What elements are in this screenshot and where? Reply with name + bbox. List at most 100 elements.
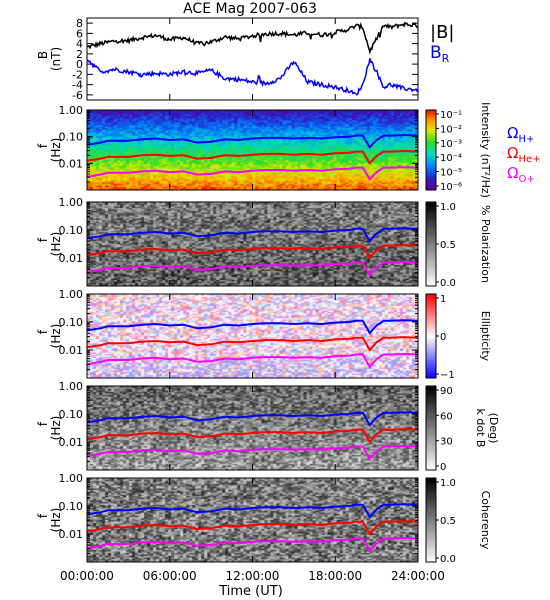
y-tick-label: 0.01 — [59, 436, 84, 449]
colorbar-tick-label: 10⁻⁵ — [440, 168, 462, 179]
colorbar-coherency — [426, 478, 436, 562]
gyrofrequency-h-line — [86, 411, 419, 427]
y-axis-label: f — [36, 329, 50, 334]
colorbar-tick-label: 0 — [440, 462, 446, 473]
x-tick-label: 12:00:00 — [226, 569, 280, 583]
spectrogram-intensity — [87, 110, 418, 190]
y-tick-label: 0.10 — [59, 408, 84, 421]
gyrofrequency-o-line — [86, 444, 419, 461]
gyrofrequency-he-line — [86, 244, 419, 260]
colorbar-intensity — [426, 110, 436, 190]
colorbar-tick-label: 10⁻⁶ — [440, 182, 462, 193]
colorbar-label: k dot B — [474, 409, 487, 448]
colorbar-frame — [425, 109, 437, 191]
colorbar-label: Coherency — [479, 491, 492, 550]
spectrogram-k-dot-b — [87, 386, 418, 470]
colorbar-tick-label: 10⁻³ — [440, 139, 462, 150]
y-tick-label: 0.01 — [59, 344, 84, 357]
colorbar-k-dot-b — [426, 386, 436, 470]
legend-entry: ΩHe+ — [507, 144, 541, 165]
y-tick-label: 0 — [76, 58, 83, 71]
y-tick-label: -6 — [72, 89, 83, 102]
x-tick-label: 24:00:00 — [391, 569, 445, 583]
y-tick-label: 0.10 — [59, 316, 84, 329]
colorbar-tick-label: 10⁻¹ — [440, 110, 462, 121]
gyrofrequency-h-line — [86, 227, 419, 243]
panel-frame — [86, 17, 419, 101]
colorbar-label: Intensity (nT²/Hz) — [479, 102, 492, 198]
y-axis-unit: (Hz) — [49, 508, 63, 533]
y-axis-label: f — [36, 237, 50, 242]
spectrogram-coherency — [87, 478, 418, 562]
gyrofrequency-o-line — [86, 166, 419, 182]
spectrogram-ellipticity — [87, 294, 418, 378]
gyrofrequency-he-line — [86, 336, 419, 352]
gyrofrequency-o-line — [86, 536, 419, 553]
colorbar-polarization — [426, 202, 436, 286]
y-tick-label: 0.10 — [59, 131, 84, 144]
colorbar-tick-label: 0.5 — [440, 240, 456, 251]
colorbar-tick-label: 1 — [440, 294, 446, 305]
y-tick-label: 1.00 — [59, 104, 84, 117]
y-axis-label: f — [36, 421, 50, 426]
colorbar-tick-label: 10⁻² — [440, 124, 462, 135]
x-tick-label: 00:00:00 — [60, 569, 114, 583]
y-axis-label: B — [36, 51, 50, 59]
gyrofrequency-he-line — [86, 428, 419, 444]
gyrofrequency-he-line — [86, 149, 419, 165]
y-axis-unit: (Hz) — [49, 416, 63, 441]
gyrofrequency-h-line — [86, 319, 419, 335]
colorbar-ellipticity — [426, 294, 436, 378]
y-tick-label: 0.01 — [59, 157, 84, 170]
colorbar-frame — [425, 385, 437, 471]
colorbar-tick-label: 90 — [440, 386, 453, 397]
colorbar-tick-label: 30 — [440, 437, 453, 448]
y-axis-unit: (Hz) — [49, 138, 63, 163]
x-axis-label: Time (UT) — [218, 584, 283, 599]
spectrogram-polarization — [87, 202, 418, 286]
figure-title: ACE Mag 2007-063 — [183, 1, 317, 17]
colorbar-tick-label: 60 — [440, 411, 453, 422]
y-tick-label: 8 — [76, 17, 83, 30]
colorbar-tick-label: 1.0 — [440, 478, 456, 489]
y-axis-label: f — [36, 513, 50, 518]
y-tick-label: 0.01 — [59, 528, 84, 541]
y-axis-unit: (Hz) — [49, 232, 63, 257]
legend-b-radial: BR — [430, 43, 450, 65]
y-tick-label: 1.00 — [59, 472, 84, 485]
colorbar-tick-label: 1.0 — [440, 202, 456, 213]
gyrofrequency-o-line — [86, 352, 419, 369]
colorbar-label: Ellipticity — [479, 311, 492, 362]
colorbar-unit: (Deg) — [487, 413, 500, 444]
legend-entry: ΩO+ — [507, 164, 535, 185]
y-axis-unit: (Hz) — [49, 324, 63, 349]
b-magnitude-line — [86, 21, 419, 55]
colorbar-tick-label: 0 — [440, 332, 446, 343]
y-tick-label: 2 — [76, 48, 83, 61]
y-tick-label: 1.00 — [59, 288, 84, 301]
colorbar-tick-label: −1 — [440, 370, 455, 381]
legend-b-magnitude: |B| — [430, 22, 454, 43]
y-tick-label: -2 — [72, 68, 83, 81]
y-tick-label: 6 — [76, 27, 83, 40]
y-tick-label: 0.01 — [59, 252, 84, 265]
y-axis-label: f — [36, 143, 50, 148]
gyrofrequency-h-line — [86, 503, 419, 519]
colorbar-label: % Polarization — [479, 205, 492, 283]
y-tick-label: 0.10 — [59, 500, 84, 513]
colorbar-tick-label: 0.0 — [440, 278, 456, 289]
y-tick-label: 0.10 — [59, 224, 84, 237]
b-radial-line — [86, 58, 419, 96]
gyrofrequency-o-line — [86, 260, 419, 277]
x-axis: 00:00:00 06:00:00 12:00:00 18:00:00 24:00:00 — [60, 569, 445, 583]
colorbar-tick-label: 0.0 — [440, 554, 456, 565]
colorbar-tick-label: 0.5 — [440, 516, 456, 527]
y-tick-label: 4 — [76, 38, 83, 51]
gyrofrequency-he-line — [86, 520, 419, 536]
x-tick-label: 18:00:00 — [308, 569, 362, 583]
y-axis-unit: (nT) — [49, 47, 63, 71]
y-tick-label: 1.00 — [59, 380, 84, 393]
legend-entry: ΩH+ — [507, 124, 534, 145]
